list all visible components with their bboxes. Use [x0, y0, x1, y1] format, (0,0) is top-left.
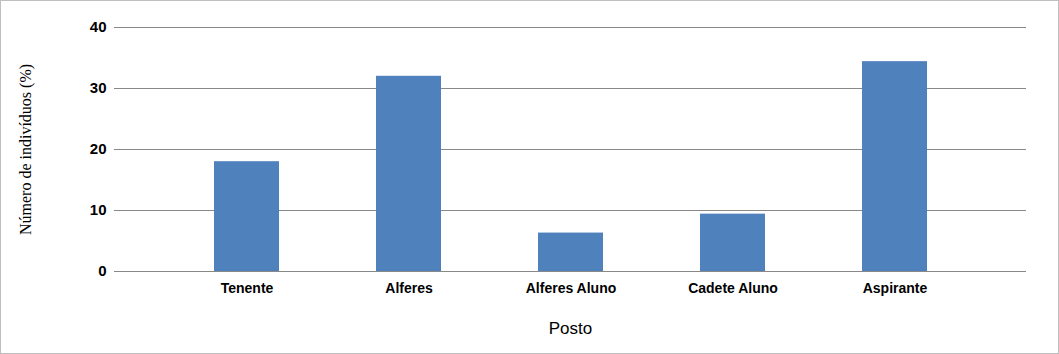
svg-text:40: 40	[90, 18, 107, 35]
svg-text:Número de indivíduos (%): Número de indivíduos (%)	[17, 64, 35, 235]
svg-text:Posto: Posto	[549, 319, 592, 338]
svg-text:20: 20	[90, 140, 107, 157]
svg-text:30: 30	[90, 79, 107, 96]
svg-text:10: 10	[90, 201, 107, 218]
svg-text:Cadete Aluno: Cadete Aluno	[688, 280, 778, 296]
svg-text:Alferes Aluno: Alferes Aluno	[526, 280, 617, 296]
svg-text:Aspirante: Aspirante	[863, 280, 928, 296]
svg-text:Tenente: Tenente	[221, 280, 274, 296]
svg-text:Alferes: Alferes	[385, 280, 433, 296]
svg-text:0: 0	[98, 262, 106, 279]
